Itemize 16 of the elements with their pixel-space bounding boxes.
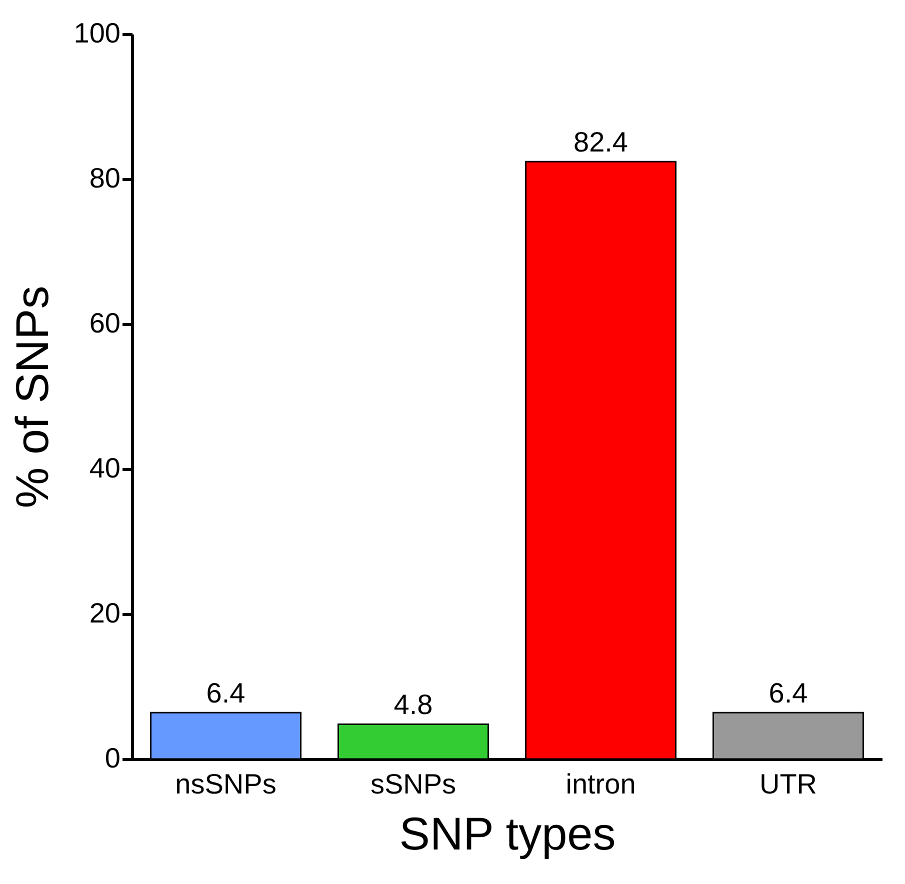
- y-tick-label: 100: [74, 18, 120, 48]
- data-label: 4.8: [394, 689, 433, 720]
- y-tick-label: 20: [89, 598, 120, 628]
- data-label: 6.4: [768, 678, 808, 709]
- x-tick-label: intron: [566, 768, 636, 800]
- y-tick-label: 60: [89, 308, 120, 338]
- x-tick-label: sSNPs: [370, 768, 456, 800]
- y-tick-label: 40: [89, 452, 120, 484]
- data-label: 6.4: [206, 678, 246, 709]
- x-tick-label: nsSNPs: [175, 768, 276, 800]
- y-tick-label: 0: [104, 742, 120, 774]
- y-axis-title: % of SNPs: [6, 286, 58, 508]
- x-tick-label: UTR: [759, 768, 818, 800]
- data-label: 82.4: [574, 126, 628, 158]
- y-tick-label: 80: [89, 162, 120, 194]
- x-axis-title: SNP types: [399, 808, 616, 860]
